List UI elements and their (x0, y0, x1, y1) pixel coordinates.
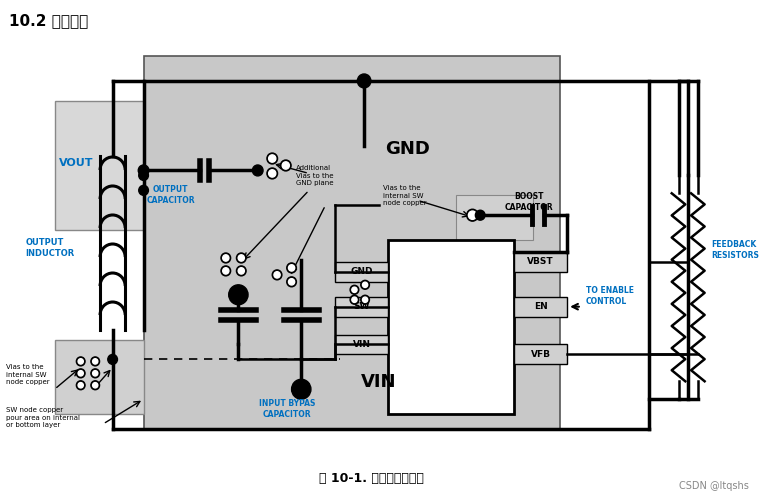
Bar (514, 252, 568, 272)
Circle shape (350, 285, 359, 294)
Circle shape (236, 266, 246, 276)
Circle shape (287, 277, 296, 287)
Circle shape (236, 253, 246, 263)
Circle shape (252, 165, 263, 176)
Text: Vias to the
internal SW
node copper: Vias to the internal SW node copper (384, 185, 427, 206)
Circle shape (291, 379, 311, 399)
Text: OUTPUT
CAPACITOR: OUTPUT CAPACITOR (146, 185, 195, 205)
Circle shape (91, 381, 100, 390)
Circle shape (77, 357, 85, 366)
Circle shape (272, 270, 282, 280)
Text: GND: GND (351, 268, 373, 277)
Text: SW: SW (354, 302, 370, 311)
Circle shape (222, 268, 229, 274)
Text: 图 10-1. 电路板布局布线: 图 10-1. 电路板布局布线 (319, 472, 424, 485)
Circle shape (91, 369, 100, 378)
Bar (54, 340, 143, 414)
Text: FEEDBACK
RESISTORS: FEEDBACK RESISTORS (711, 240, 759, 260)
Circle shape (91, 357, 100, 366)
Circle shape (222, 255, 229, 261)
Circle shape (360, 295, 370, 304)
Circle shape (221, 253, 231, 263)
Text: 10.2 布局示例: 10.2 布局示例 (9, 14, 88, 29)
Bar (388, 240, 514, 414)
Text: INPUT BYPAS
CAPACITOR: INPUT BYPAS CAPACITOR (258, 399, 315, 419)
Bar (456, 195, 533, 240)
Bar (335, 262, 388, 282)
Text: VBST: VBST (528, 258, 554, 267)
Circle shape (476, 210, 485, 220)
Circle shape (139, 185, 149, 195)
Circle shape (288, 265, 295, 271)
Text: Additional
Vias to the
GND plane: Additional Vias to the GND plane (296, 165, 334, 186)
Circle shape (267, 168, 278, 179)
Circle shape (267, 153, 278, 164)
Circle shape (352, 287, 357, 293)
Circle shape (221, 266, 231, 276)
Text: VOUT: VOUT (59, 158, 94, 168)
Circle shape (274, 272, 280, 278)
Text: VIN: VIN (361, 373, 397, 391)
Circle shape (466, 209, 479, 221)
Circle shape (78, 359, 84, 364)
Text: VIN: VIN (353, 340, 370, 349)
Circle shape (360, 281, 370, 289)
Text: OUTPUT
INDUCTOR: OUTPUT INDUCTOR (25, 238, 75, 258)
Circle shape (239, 255, 245, 261)
Circle shape (138, 165, 149, 176)
Text: BOOST
CAPACITOR: BOOST CAPACITOR (504, 192, 553, 212)
Circle shape (93, 371, 98, 376)
Circle shape (93, 359, 98, 364)
Circle shape (229, 285, 248, 305)
Text: VFB: VFB (531, 350, 551, 359)
Circle shape (93, 383, 98, 388)
Text: EN: EN (534, 302, 548, 311)
Circle shape (282, 162, 289, 169)
Circle shape (77, 381, 85, 390)
Circle shape (352, 297, 357, 303)
Bar (335, 335, 388, 354)
Bar (514, 297, 568, 317)
Circle shape (281, 160, 291, 171)
Circle shape (108, 354, 117, 364)
Text: TO ENABLE
CONTROL: TO ENABLE CONTROL (586, 286, 634, 306)
Circle shape (287, 263, 296, 273)
Circle shape (77, 369, 85, 378)
Bar (335, 297, 388, 317)
Bar (54, 101, 143, 230)
Text: GND: GND (385, 140, 430, 158)
Bar (514, 345, 568, 364)
Circle shape (288, 279, 295, 285)
Circle shape (357, 74, 371, 88)
Text: SW node copper
pour area on internal
or bottom layer: SW node copper pour area on internal or … (6, 407, 81, 428)
Circle shape (268, 170, 276, 177)
Circle shape (350, 295, 359, 304)
Circle shape (469, 211, 476, 219)
Bar (143, 56, 559, 429)
Circle shape (78, 371, 84, 376)
Circle shape (239, 268, 245, 274)
Circle shape (268, 155, 276, 162)
Text: CSDN @ltqshs: CSDN @ltqshs (679, 480, 749, 490)
Circle shape (78, 383, 84, 388)
Circle shape (139, 170, 149, 180)
Circle shape (363, 282, 367, 288)
Text: Vias to the
internal SW
node copper: Vias to the internal SW node copper (6, 364, 50, 385)
Circle shape (363, 297, 367, 303)
